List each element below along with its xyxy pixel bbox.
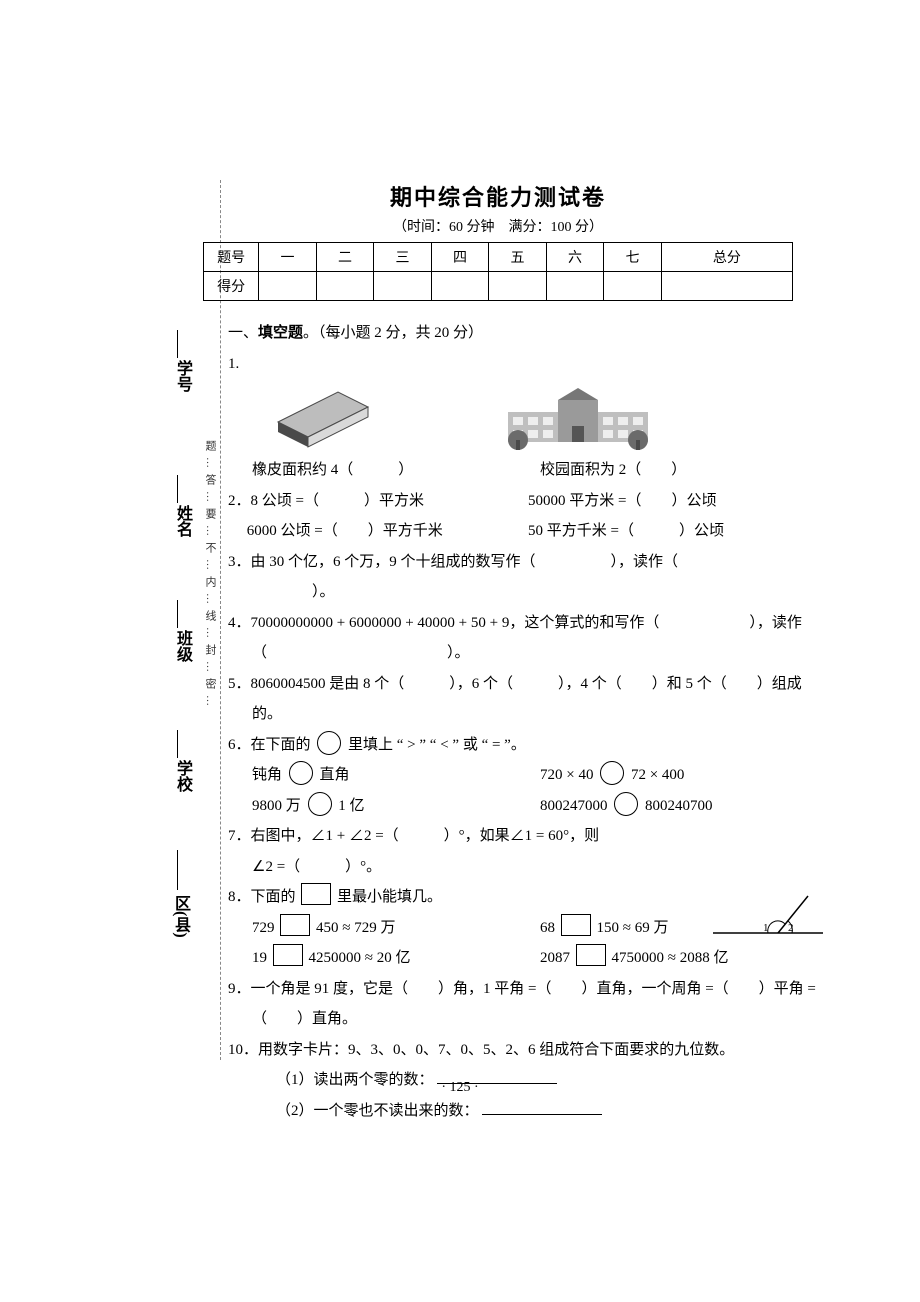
school-icon [498,382,658,452]
q10b-text: （2）一个零也不读出来的数： [276,1103,479,1119]
th-total: 总分 [661,243,792,272]
q1-captions: 橡皮面积约 4（ ） 校园面积为 2（ ） [228,456,828,485]
q1b-text: 校园面积为 2（ ） [540,456,828,485]
q8-2a: 68 [540,920,555,936]
th-6: 六 [546,243,603,272]
q4b-text: （ ）。 [252,639,828,668]
th-3: 三 [374,243,431,272]
circle-blank[interactable] [289,761,313,785]
cell-blank[interactable] [259,272,316,301]
q8-1a: 729 [252,920,275,936]
q10-text: 10．用数字卡片：9、3、0、0、7、0、5、2、6 组成符合下面要求的九位数。 [228,1036,828,1065]
q6-prefix: 6．在下面的 [228,737,311,753]
q8-pair3: 19 4250000 ≈ 20 亿 [252,944,540,973]
q6-1b: 直角 [320,767,350,783]
q10b-line: （2）一个零也不读出来的数： [276,1097,828,1126]
q2c-text: 6000 公顷 =（ ）平方千米 [228,517,528,546]
th-5: 五 [489,243,546,272]
box-blank[interactable] [273,944,303,966]
q8-3a: 19 [252,950,267,966]
box-blank[interactable] [280,914,310,936]
th-1: 一 [259,243,316,272]
cell-blank[interactable] [489,272,546,301]
q8-pair4: 2087 4750000 ≈ 2088 亿 [540,944,828,973]
q6-4a: 800247000 [540,798,608,814]
q2d-text: 50 平方千米 =（ ）公顷 [528,517,828,546]
cell-blank[interactable] [431,272,488,301]
cell-blank[interactable] [661,272,792,301]
q8-pair1: 729 450 ≈ 729 万 [252,914,540,943]
th-tihao: 题号 [204,243,259,272]
q2b-text: 50000 平方米 =（ ）公顷 [528,487,828,516]
q1-images [268,382,828,452]
table-row: 得分 [204,272,793,301]
q6-suffix: 里填上 “ > ” “ < ” 或 “ = ”。 [348,737,526,753]
q9a-text: 9．一个角是 91 度，它是（ ）角，1 平角 =（ ）直角，一个周角 =（ ）… [228,975,828,1004]
circle-blank[interactable] [308,792,332,816]
q6-pair4: 800247000 800240700 [540,792,828,821]
circle-blank[interactable] [317,731,341,755]
q6-3b: 1 亿 [338,798,364,814]
circle-blank[interactable] [614,792,638,816]
q6-2b: 72 × 400 [631,767,684,783]
q1a-text: 橡皮面积约 4（ ） [228,456,540,485]
q7b-text: ∠2 =（ ）°。 [252,853,828,882]
cell-blank[interactable] [316,272,373,301]
section1-heading: 一、填空题。（每小题 2 分，共 20 分） [228,319,828,348]
q7a-text: 7．右图中，∠1 + ∠2 =（ ）°，如果∠1 = 60°，则 [228,822,828,851]
q8-2b: 150 ≈ 69 万 [597,920,669,936]
q6-4b: 800240700 [645,798,713,814]
cell-blank[interactable] [546,272,603,301]
eraser-icon [268,382,378,452]
angle-figure-icon: 1 2 [708,891,828,941]
cell-blank[interactable] [604,272,661,301]
q6-pair2: 720 × 40 72 × 400 [540,761,828,790]
q8-3b: 4250000 ≈ 20 亿 [309,950,411,966]
th-7: 七 [604,243,661,272]
q9b-text: （ ）直角。 [252,1005,828,1034]
q6-2a: 720 × 40 [540,767,593,783]
page-body: 期中综合能力测试卷 （时间：60 分钟 满分：100 分） 题号 一 二 三 四… [168,180,828,1127]
q6-1a: 钝角 [252,767,282,783]
box-blank[interactable] [561,914,591,936]
q1-number: 1. [228,350,828,379]
cell-blank[interactable] [374,272,431,301]
q8-prefix: 8．下面的 [228,889,296,905]
q8-4b: 4750000 ≈ 2088 亿 [612,950,729,966]
section1-bold: 填空题 [258,325,303,341]
q5b-text: 的。 [252,700,828,729]
q3b-text: ）。 [252,578,828,607]
q6-pair3: 9800 万 1 亿 [252,792,540,821]
box-blank[interactable] [301,883,331,905]
q6-pair1: 钝角 直角 [252,761,540,790]
circle-blank[interactable] [600,761,624,785]
page-subtitle: （时间：60 分钟 满分：100 分） [168,216,828,236]
q4a-text: 4．70000000000 + 6000000 + 40000 + 50 + 9… [228,609,828,638]
q2a-text: 2．8 公顷 =（ ）平方米 [228,487,528,516]
th-4: 四 [431,243,488,272]
page-number: · 125 · [0,1080,920,1096]
table-row: 题号 一 二 三 四 五 六 七 总分 [204,243,793,272]
content-area: 一、填空题。（每小题 2 分，共 20 分） 1. 橡皮面 [228,319,828,1125]
q8-suffix: 里最小能填几。 [337,889,442,905]
q6-3a: 9800 万 [252,798,301,814]
score-table: 题号 一 二 三 四 五 六 七 总分 得分 [203,242,793,301]
page-title: 期中综合能力测试卷 [168,180,828,212]
q5a-text: 5．8060004500 是由 8 个（ ），6 个（ ），4 个（ ）和 5 … [228,670,828,699]
q3a-text: 3．由 30 个亿，6 个万，9 个十组成的数写作（ ），读作（ [228,548,828,577]
blank-underline[interactable] [482,1100,602,1115]
th-2: 二 [316,243,373,272]
q6-line: 6．在下面的 里填上 “ > ” “ < ” 或 “ = ”。 [228,731,828,760]
q8-4a: 2087 [540,950,570,966]
box-blank[interactable] [576,944,606,966]
q8-1b: 450 ≈ 729 万 [316,920,395,936]
th-defen: 得分 [204,272,259,301]
